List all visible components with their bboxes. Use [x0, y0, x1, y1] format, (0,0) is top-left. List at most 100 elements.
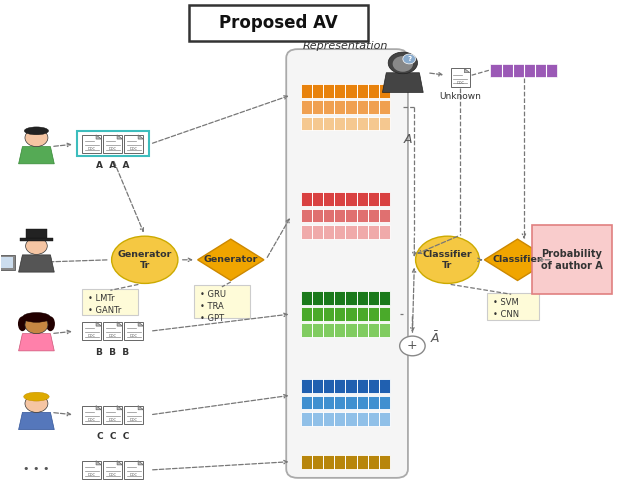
Circle shape	[25, 316, 48, 334]
FancyBboxPatch shape	[301, 307, 390, 321]
Polygon shape	[117, 461, 122, 465]
Polygon shape	[117, 135, 122, 139]
Text: DOC: DOC	[109, 418, 117, 422]
Ellipse shape	[18, 316, 27, 331]
FancyBboxPatch shape	[286, 49, 408, 478]
FancyBboxPatch shape	[301, 193, 390, 206]
Text: • LMTr
• GANTr: • LMTr • GANTr	[88, 294, 122, 315]
Text: DOC: DOC	[109, 473, 117, 477]
Polygon shape	[96, 405, 101, 410]
FancyBboxPatch shape	[301, 208, 390, 222]
Polygon shape	[198, 239, 264, 281]
Text: A  A  A: A A A	[96, 161, 130, 170]
Text: +: +	[407, 340, 418, 352]
Circle shape	[26, 238, 47, 254]
Polygon shape	[117, 405, 122, 410]
Ellipse shape	[111, 236, 178, 284]
Text: • GRU
• TRA
• GPT: • GRU • TRA • GPT	[200, 291, 225, 323]
Ellipse shape	[388, 52, 417, 74]
Text: • SVM
• CNN: • SVM • CNN	[493, 297, 520, 318]
Text: DOC: DOC	[88, 148, 96, 151]
Text: Probability
of author A: Probability of author A	[541, 248, 603, 271]
FancyBboxPatch shape	[103, 405, 122, 424]
Circle shape	[393, 56, 413, 72]
Text: B  B  B: B B B	[97, 348, 129, 357]
Circle shape	[25, 129, 48, 147]
Polygon shape	[117, 322, 122, 326]
FancyBboxPatch shape	[301, 323, 390, 337]
Text: DOC: DOC	[130, 148, 138, 151]
Text: Generator
Tr: Generator Tr	[118, 250, 172, 270]
FancyBboxPatch shape	[124, 135, 143, 153]
Text: Classifier
Tr: Classifier Tr	[422, 250, 472, 270]
Polygon shape	[138, 135, 143, 139]
Polygon shape	[19, 147, 54, 164]
Text: Representation: Representation	[303, 41, 388, 50]
FancyBboxPatch shape	[301, 455, 390, 468]
FancyBboxPatch shape	[301, 116, 390, 130]
FancyBboxPatch shape	[451, 68, 470, 87]
FancyBboxPatch shape	[301, 84, 390, 98]
FancyBboxPatch shape	[124, 461, 143, 479]
Polygon shape	[465, 68, 470, 73]
Text: Unknown: Unknown	[439, 93, 481, 101]
Text: DOC: DOC	[88, 335, 96, 339]
Text: ?: ?	[407, 56, 412, 62]
FancyBboxPatch shape	[301, 396, 390, 409]
Text: Classifier: Classifier	[493, 255, 542, 264]
Text: Generator: Generator	[204, 255, 258, 264]
FancyBboxPatch shape	[83, 461, 101, 479]
Text: DOC: DOC	[130, 473, 138, 477]
FancyBboxPatch shape	[189, 5, 368, 41]
Polygon shape	[96, 461, 101, 465]
Ellipse shape	[24, 392, 49, 401]
Ellipse shape	[22, 312, 51, 322]
Circle shape	[403, 54, 415, 64]
FancyBboxPatch shape	[532, 225, 612, 294]
FancyBboxPatch shape	[20, 238, 53, 241]
Text: Proposed AV: Proposed AV	[220, 14, 338, 32]
FancyBboxPatch shape	[124, 405, 143, 424]
FancyBboxPatch shape	[103, 322, 122, 341]
FancyBboxPatch shape	[26, 229, 47, 238]
Text: • • •: • • •	[23, 464, 50, 474]
Polygon shape	[138, 405, 143, 410]
FancyBboxPatch shape	[301, 291, 390, 304]
FancyBboxPatch shape	[487, 293, 539, 320]
Circle shape	[399, 336, 425, 356]
FancyBboxPatch shape	[0, 257, 13, 268]
FancyBboxPatch shape	[301, 100, 390, 114]
Text: DOC: DOC	[456, 81, 464, 85]
FancyBboxPatch shape	[83, 289, 138, 315]
FancyBboxPatch shape	[124, 322, 143, 341]
FancyBboxPatch shape	[103, 135, 122, 153]
FancyBboxPatch shape	[301, 412, 390, 426]
Polygon shape	[484, 239, 550, 281]
Text: DOC: DOC	[130, 335, 138, 339]
FancyBboxPatch shape	[83, 405, 101, 424]
Text: DOC: DOC	[130, 418, 138, 422]
FancyBboxPatch shape	[490, 64, 557, 77]
Text: DOC: DOC	[109, 335, 117, 339]
Circle shape	[25, 395, 48, 412]
Text: $\bar{A}$: $\bar{A}$	[429, 331, 440, 346]
Polygon shape	[138, 322, 143, 326]
Polygon shape	[383, 73, 423, 93]
Text: A: A	[404, 133, 412, 146]
Text: DOC: DOC	[88, 473, 96, 477]
FancyBboxPatch shape	[301, 225, 390, 239]
Polygon shape	[19, 334, 54, 351]
FancyBboxPatch shape	[301, 379, 390, 393]
FancyBboxPatch shape	[194, 286, 250, 318]
FancyBboxPatch shape	[83, 322, 101, 341]
FancyBboxPatch shape	[103, 461, 122, 479]
Polygon shape	[96, 322, 101, 326]
FancyBboxPatch shape	[0, 255, 15, 270]
FancyBboxPatch shape	[83, 135, 101, 153]
Polygon shape	[96, 135, 101, 139]
Ellipse shape	[24, 127, 49, 135]
Text: C  C  C: C C C	[97, 432, 129, 441]
Ellipse shape	[415, 236, 479, 284]
Text: DOC: DOC	[88, 418, 96, 422]
Polygon shape	[19, 412, 54, 430]
